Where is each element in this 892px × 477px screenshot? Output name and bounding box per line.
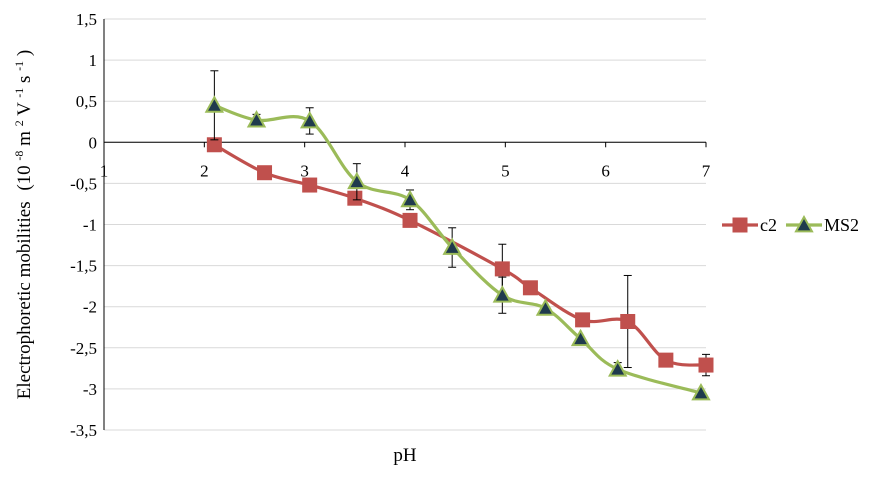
y-axis-unit-exp4: -1 (12, 61, 26, 71)
y-tick-label: 0 (89, 133, 98, 152)
y-tick-label: -3,5 (70, 421, 97, 440)
x-tick-label: 2 (200, 161, 209, 180)
data-point (347, 190, 363, 206)
data-point (620, 313, 636, 329)
data-point (522, 280, 538, 296)
x-tick-label: 3 (300, 161, 309, 180)
data-point (691, 382, 711, 401)
x-axis-title: pH (393, 445, 417, 466)
x-tick-label: 1 (100, 161, 109, 180)
data-point (402, 212, 418, 228)
y-axis-unit-m: m (14, 131, 35, 146)
series-ms2 (204, 70, 711, 401)
y-tick-label: -0,5 (70, 174, 97, 193)
y-axis-unit-exp2: 2 (12, 120, 26, 126)
y-tick-labels: 1,5 1 0,5 0 -0,5 -1 -1,5 -2 -2,5 -3 -3,5 (70, 10, 97, 440)
y-axis-unit-v: V (14, 102, 35, 116)
data-point (204, 95, 225, 113)
y-tick-label: 1 (89, 51, 98, 70)
y-tick-label: -2 (83, 298, 97, 317)
x-tick-label: 6 (601, 161, 610, 180)
legend-label: c2 (760, 215, 777, 235)
y-tick-label: -2,5 (70, 339, 97, 358)
data-point (570, 328, 591, 347)
legend-swatch-marker (732, 217, 748, 233)
data-point (698, 357, 714, 373)
x-tick-label: 7 (702, 161, 711, 180)
y-axis-unit-exp3: -1 (12, 88, 26, 98)
data-point (535, 298, 556, 316)
data-point (299, 110, 320, 129)
legend: c2 MS2 (722, 214, 859, 235)
x-tick-labels: 1 2 3 4 5 6 7 (100, 142, 711, 180)
data-point (400, 189, 420, 208)
y-axis-unit-open: (10 (14, 165, 35, 190)
data-point (608, 359, 628, 377)
data-point (575, 312, 591, 328)
y-tick-label: 0,5 (76, 92, 97, 111)
data-point (658, 352, 674, 368)
y-tick-label: -1 (83, 216, 97, 235)
legend-item-c2: c2 (722, 215, 777, 235)
data-point (442, 237, 462, 255)
legend-item-ms2: MS2 (786, 214, 859, 235)
y-axis-unit-exp1: -8 (12, 151, 26, 161)
y-axis-title: Electrophoretic mobilities (10 -8 m 2 V … (12, 50, 35, 400)
data-point (246, 110, 267, 128)
y-tick-label: -1,5 (70, 257, 97, 276)
data-point (347, 171, 367, 190)
data-point (257, 165, 273, 181)
y-tick-label: 1,5 (76, 10, 97, 29)
data-point (494, 261, 510, 277)
y-axis-unit-s: s (14, 76, 35, 83)
legend-label: MS2 (824, 215, 859, 235)
y-tick-label: -3 (83, 380, 97, 399)
legend-swatch-marker (794, 214, 814, 233)
data-point (492, 285, 513, 303)
y-axis-unit-close: ) (14, 50, 35, 56)
x-tick-label: 4 (401, 161, 410, 180)
x-tick-label: 5 (501, 161, 510, 180)
series-group (204, 70, 714, 401)
y-axis-title-text: Electrophoretic mobilities (14, 201, 35, 399)
data-point (302, 177, 318, 193)
